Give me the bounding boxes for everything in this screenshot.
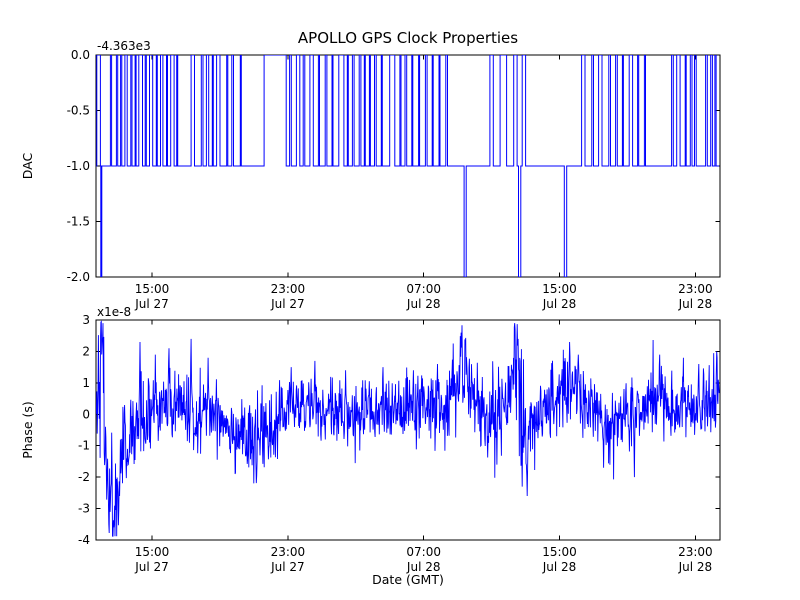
x-tick-label-date: Jul 27 [134,560,169,574]
dac-y-offset-label: -4.363e3 [97,39,151,53]
y-tick-label: -1.0 [67,159,90,173]
x-tick-label-time: 23:00 [271,282,306,296]
phase-y-multiplier-label: x1e-8 [97,305,131,319]
x-tick-label-date: Jul 27 [270,560,305,574]
phase-axes-frame [95,319,721,541]
x-axis-label: Date (GMT) [372,572,444,587]
x-tick-label-date: Jul 28 [542,560,577,574]
x-tick-label-date: Jul 28 [678,560,713,574]
y-tick-label: -3 [78,502,90,516]
y-tick-label: 0.0 [71,48,90,62]
dac-series-line [96,55,720,277]
x-tick-label-time: 15:00 [135,282,170,296]
x-tick-label-date: Jul 28 [678,297,713,311]
x-tick-label-time: 07:00 [406,545,441,559]
x-tick-label-date: Jul 27 [270,297,305,311]
y-tick-label: 1 [82,376,90,390]
x-tick-label-date: Jul 28 [406,560,441,574]
phase-series-line [96,320,720,537]
x-tick-label-time: 23:00 [678,282,713,296]
x-tick-label-time: 07:00 [406,282,441,296]
x-tick-label-date: Jul 27 [134,297,169,311]
dac-y-axis-label: DAC [20,152,35,179]
y-tick-label: -1.5 [67,215,90,229]
chart-title: APOLLO GPS Clock Properties [298,29,518,47]
y-tick-label: -4 [78,533,90,547]
data-layer [96,55,720,537]
x-tick-label-time: 23:00 [271,545,306,559]
y-tick-label: -1 [78,439,90,453]
y-tick-label: 0 [82,407,90,421]
x-tick-label-date: Jul 28 [542,297,577,311]
y-tick-label: 2 [82,344,90,358]
y-tick-label: -2 [78,470,90,484]
y-tick-label: 3 [82,313,90,327]
phase-y-axis-label: Phase (s) [20,401,35,459]
x-tick-label-time: 23:00 [678,545,713,559]
x-tick-label-time: 15:00 [542,545,577,559]
y-tick-label: -0.5 [67,104,90,118]
x-tick-label-time: 15:00 [135,545,170,559]
y-tick-label: -2.0 [67,270,90,284]
x-tick-label-date: Jul 28 [406,297,441,311]
x-tick-label-time: 15:00 [542,282,577,296]
